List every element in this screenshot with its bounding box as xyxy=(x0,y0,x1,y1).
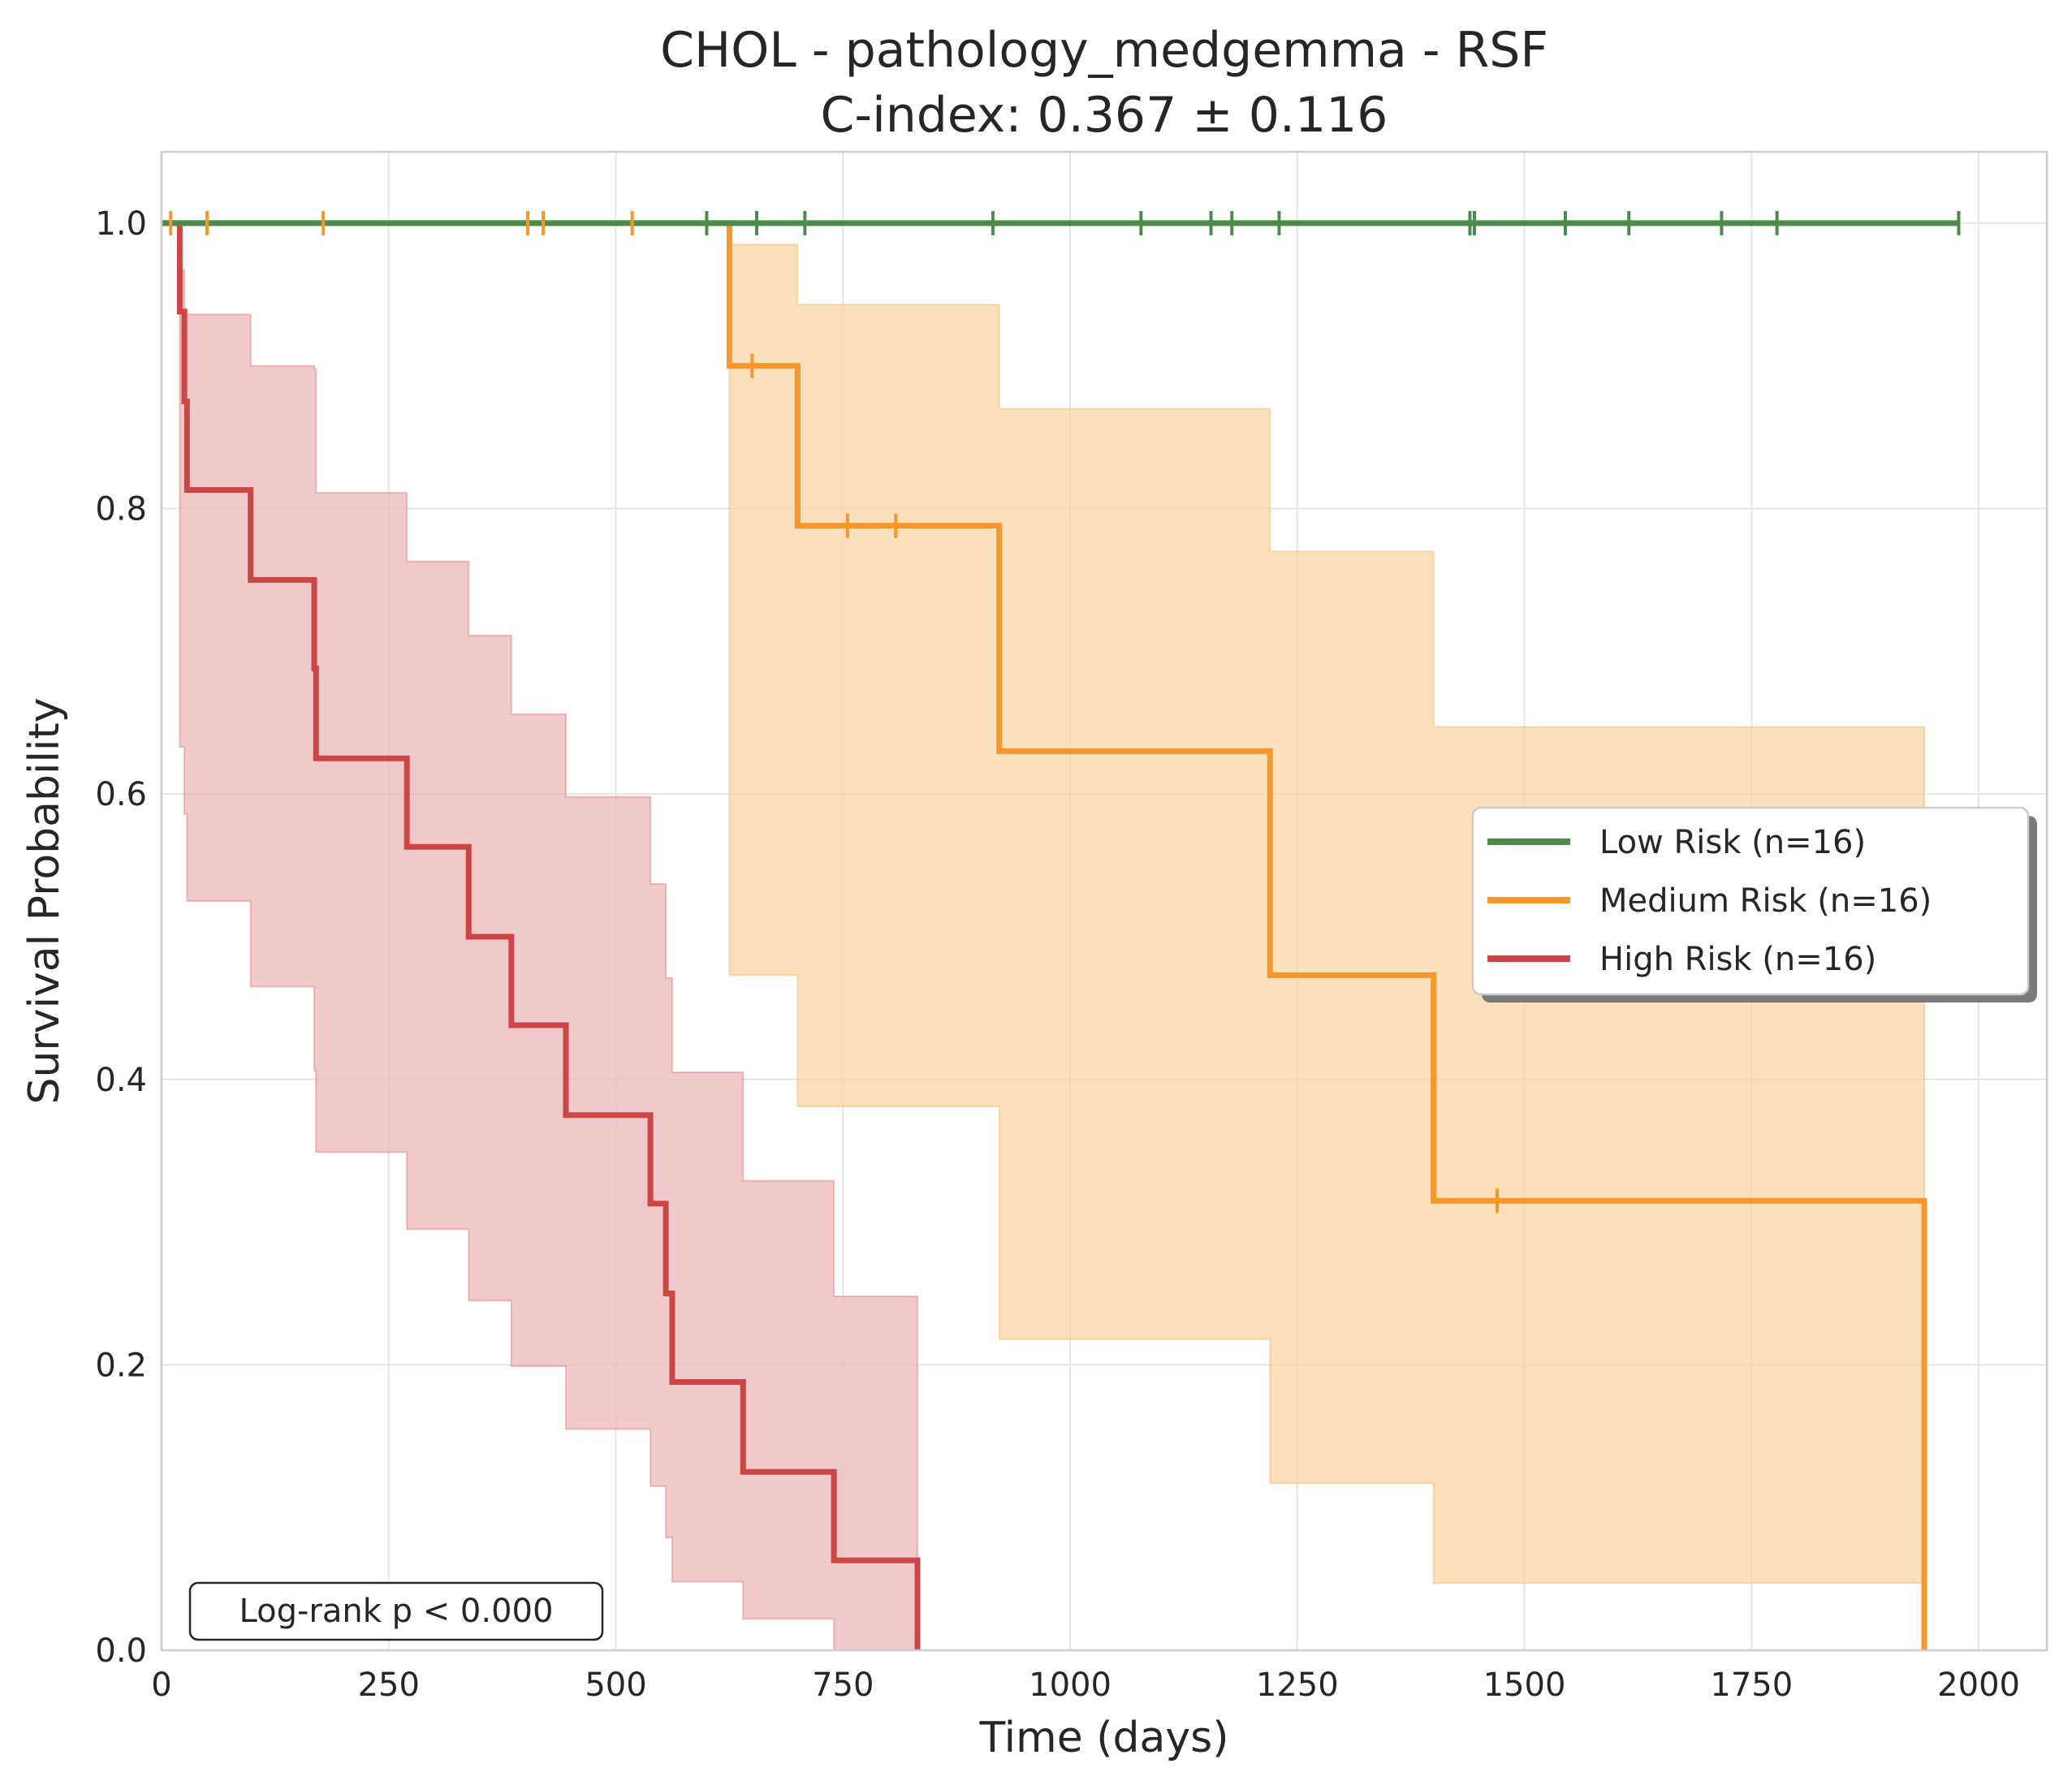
y-tick-label: 0.2 xyxy=(95,1347,147,1384)
y-tick-label: 0.8 xyxy=(95,491,147,528)
legend: Low Risk (n=16) Medium Risk (n=16) High … xyxy=(1471,806,2037,1002)
legend-box xyxy=(1471,806,2030,996)
y-tick-label: 0.4 xyxy=(95,1062,147,1099)
survival-curve-medium xyxy=(162,220,1927,1650)
y-tick-label: 1.0 xyxy=(95,205,147,243)
legend-label-low: Low Risk (n=16) xyxy=(1599,824,1866,861)
plot-frame xyxy=(160,150,2048,1652)
x-tick-label: 1500 xyxy=(1483,1666,1566,1704)
y-tick-labels: 0.0 0.2 0.4 0.6 0.8 1.0 xyxy=(95,205,147,1670)
logrank-box xyxy=(188,1581,604,1641)
y-tick-label: 0.6 xyxy=(95,776,147,813)
x-tick-label: 1250 xyxy=(1256,1666,1339,1704)
y-tick-label: 0.0 xyxy=(95,1632,147,1670)
legend-label-medium: Medium Risk (n=16) xyxy=(1599,882,1932,920)
x-tick-label: 500 xyxy=(585,1666,646,1704)
x-tick-label: 250 xyxy=(358,1666,420,1704)
survival-curves xyxy=(162,220,1959,1650)
x-tick-label: 0 xyxy=(151,1666,171,1704)
confidence-bands xyxy=(162,222,1925,1651)
ci-band-high xyxy=(162,222,919,1651)
chart-subtitle: C-index: 0.367 ± 0.116 xyxy=(821,87,1388,144)
x-tick-label: 1750 xyxy=(1710,1666,1793,1704)
logrank-text: Log-rank p < 0.000 xyxy=(240,1593,554,1630)
x-tick-label: 750 xyxy=(812,1666,874,1704)
x-axis-label: Time (days) xyxy=(978,1714,1228,1762)
y-axis-label: Survival Probability xyxy=(20,697,69,1104)
survival-curve-high xyxy=(162,220,921,1650)
chart-title: CHOL - pathology_medgemma - RSF xyxy=(660,22,1548,79)
censor-marks xyxy=(169,210,1961,1214)
logrank-annotation: Log-rank p < 0.000 xyxy=(188,1581,604,1641)
x-tick-labels: 0 250 500 750 1000 1250 1500 1750 2000 xyxy=(151,1666,2020,1704)
x-tick-label: 2000 xyxy=(1937,1666,2020,1704)
x-tick-label: 1000 xyxy=(1029,1666,1112,1704)
ci-band-medium xyxy=(162,222,1925,1585)
legend-label-high: High Risk (n=16) xyxy=(1599,941,1876,978)
